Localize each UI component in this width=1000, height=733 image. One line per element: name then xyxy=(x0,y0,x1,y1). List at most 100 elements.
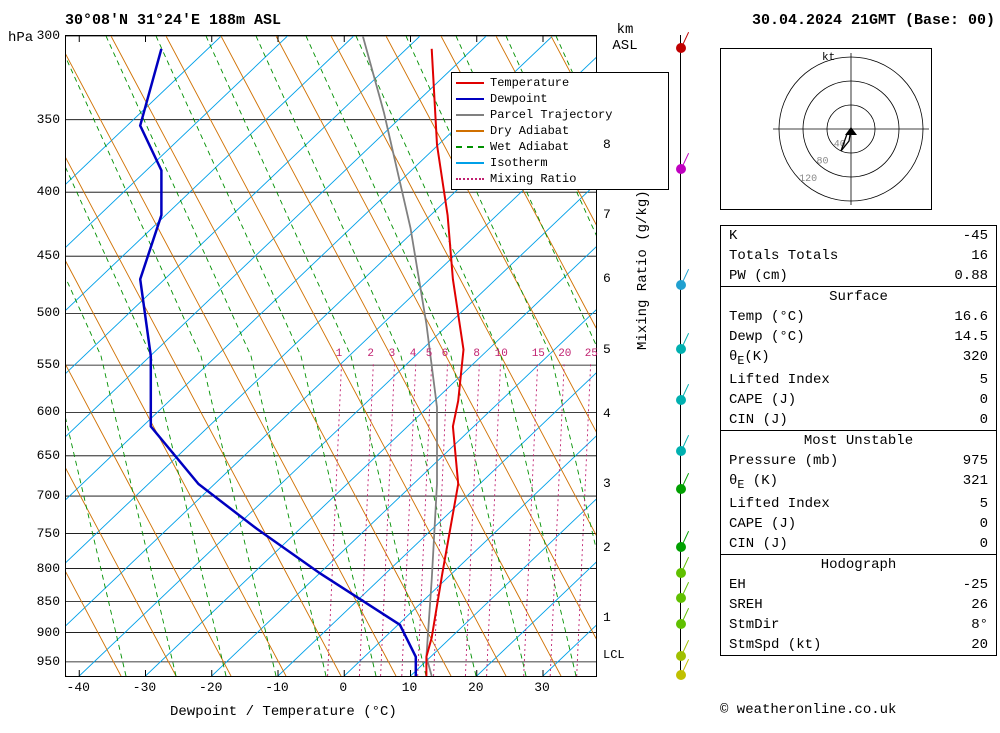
y-tick: 300 xyxy=(20,28,60,43)
mixing-ratio-label: 6 xyxy=(442,348,449,360)
info-label: Totals Totals xyxy=(729,248,838,264)
y-tick: 950 xyxy=(20,654,60,669)
legend-swatch xyxy=(456,146,484,148)
info-label: EH xyxy=(729,577,746,593)
y-tick: 450 xyxy=(20,248,60,263)
info-row: EH -25 xyxy=(721,575,996,595)
info-row: CAPE (J) 0 xyxy=(721,390,996,410)
info-row: StmDir 8° xyxy=(721,615,996,635)
hodograph-box: 4080120 xyxy=(720,48,932,210)
mixing-ratio-label: 3 xyxy=(389,348,396,360)
info-row: Pressure (mb)975 xyxy=(721,451,996,471)
info-label: Pressure (mb) xyxy=(729,453,838,469)
svg-text:80: 80 xyxy=(816,157,828,168)
legend-label: Dry Adiabat xyxy=(490,124,569,138)
mixing-ratio-label: 10 xyxy=(495,348,508,360)
x-tick: -40 xyxy=(58,680,98,695)
legend-swatch xyxy=(456,130,484,132)
y-tick: 700 xyxy=(20,488,60,503)
mixing-ratio-label: 4 xyxy=(410,348,417,360)
skewt-diagram-container: 30°08'N 31°24'E 188m ASL 30.04.2024 21GM… xyxy=(0,0,1000,733)
copyright: © weatheronline.co.uk xyxy=(720,702,896,718)
legend-item: Dry Adiabat xyxy=(456,123,664,139)
y-tick: 350 xyxy=(20,112,60,127)
info-value: 5 xyxy=(980,496,988,512)
y-tick: 850 xyxy=(20,594,60,609)
info-row: CIN (J)0 xyxy=(721,534,996,554)
mixing-ratio-label: 20 xyxy=(558,348,571,360)
y2-tick: 4 xyxy=(603,406,611,421)
y2-tick: 3 xyxy=(603,476,611,491)
date-title: 30.04.2024 21GMT (Base: 00) xyxy=(752,12,995,29)
info-value: 20 xyxy=(971,637,988,653)
legend-swatch xyxy=(456,178,484,180)
location-title: 30°08'N 31°24'E 188m ASL xyxy=(65,12,281,29)
info-label: Dewp (°C) xyxy=(729,329,805,345)
y2-tick: 1 xyxy=(603,610,611,625)
y-tick: 800 xyxy=(20,561,60,576)
mixing-ratio-axis-label: Mixing Ratio (g/kg) xyxy=(635,190,651,350)
info-value: 16.6 xyxy=(954,309,988,325)
legend-label: Dewpoint xyxy=(490,92,548,106)
legend-swatch xyxy=(456,114,484,116)
y2-tick: 2 xyxy=(603,540,611,555)
info-row: Lifted Index 5 xyxy=(721,370,996,390)
x-tick: 30 xyxy=(522,680,562,695)
mixing-ratio-label: 8 xyxy=(473,348,480,360)
info-label: K xyxy=(729,228,737,244)
info-label: θE (K) xyxy=(729,473,778,492)
skewt-chart-area: TemperatureDewpointParcel TrajectoryDry … xyxy=(65,35,597,677)
info-row: SREH26 xyxy=(721,595,996,615)
info-value: 5 xyxy=(980,372,988,388)
info-value: 0 xyxy=(980,516,988,532)
y2-tick: 5 xyxy=(603,342,611,357)
legend-label: Temperature xyxy=(490,76,569,90)
legend-swatch xyxy=(456,98,484,100)
indices-panel: K-45Totals Totals16PW (cm)0.88SurfaceTem… xyxy=(720,225,997,656)
info-label: Lifted Index xyxy=(729,372,830,388)
info-label: Lifted Index xyxy=(729,496,830,512)
info-label: CAPE (J) xyxy=(729,392,796,408)
wind-barb-area xyxy=(680,35,711,675)
legend-label: Isotherm xyxy=(490,156,548,170)
hodograph-svg: 4080120 xyxy=(721,49,931,209)
info-value: -45 xyxy=(963,228,988,244)
info-label: CIN (J) xyxy=(729,412,788,428)
info-row: CAPE (J)0 xyxy=(721,514,996,534)
info-value: 0 xyxy=(980,392,988,408)
y2-tick: 8 xyxy=(603,137,611,152)
x-tick: 20 xyxy=(456,680,496,695)
info-label: StmDir xyxy=(729,617,779,633)
info-row: StmSpd (kt)20 xyxy=(721,635,996,655)
legend-item: Parcel Trajectory xyxy=(456,107,664,123)
info-value: 320 xyxy=(963,349,988,368)
legend-item: Wet Adiabat xyxy=(456,139,664,155)
info-label: PW (cm) xyxy=(729,268,788,284)
info-value: -25 xyxy=(963,577,988,593)
x-tick: 0 xyxy=(323,680,363,695)
info-row: Dewp (°C) 14.5 xyxy=(721,327,996,347)
info-label: Temp (°C) xyxy=(729,309,805,325)
info-row: Temp (°C) 16.6 xyxy=(721,307,996,327)
info-value: 321 xyxy=(963,473,988,492)
info-value: 0 xyxy=(980,536,988,552)
legend-label: Parcel Trajectory xyxy=(490,108,612,122)
legend-item: Dewpoint xyxy=(456,91,664,107)
legend-item: Isotherm xyxy=(456,155,664,171)
info-value: 14.5 xyxy=(954,329,988,345)
mixing-ratio-label: 25 xyxy=(585,348,598,360)
mixing-ratio-label: 1 xyxy=(336,348,343,360)
y-axis-label-km: km ASL xyxy=(605,22,645,54)
y-tick: 550 xyxy=(20,357,60,372)
legend-swatch xyxy=(456,82,484,84)
info-value: 8° xyxy=(971,617,988,633)
legend-label: Mixing Ratio xyxy=(490,172,576,186)
y-tick: 650 xyxy=(20,448,60,463)
mixing-ratio-label: 15 xyxy=(532,348,545,360)
mixing-ratio-label: 2 xyxy=(367,348,374,360)
info-row: PW (cm)0.88 xyxy=(721,266,996,286)
svg-text:120: 120 xyxy=(799,174,817,185)
info-label: SREH xyxy=(729,597,763,613)
info-section-title: Hodograph xyxy=(721,554,996,575)
mixing-ratio-label: 5 xyxy=(426,348,433,360)
